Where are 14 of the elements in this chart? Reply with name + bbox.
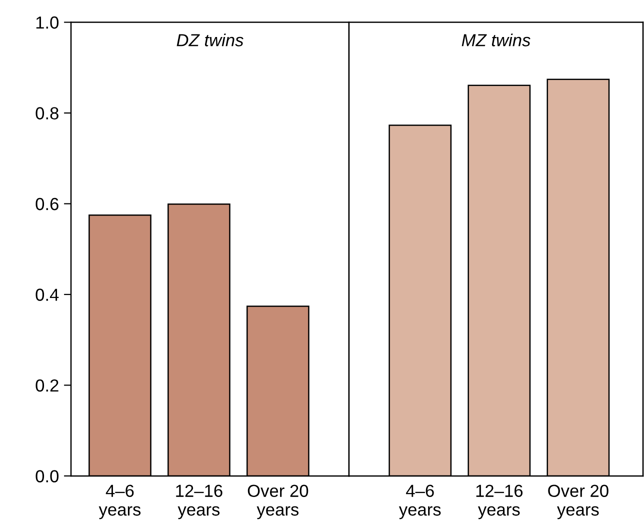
- y-tick-label: 0.8: [36, 107, 58, 120]
- text: MZ twins: [462, 34, 530, 46]
- x-tick-label: Over 20 years: [548, 484, 608, 520]
- y-tick-label: 0.0: [36, 470, 59, 482]
- x-tick-label: 12–16 years: [476, 484, 523, 520]
- y-tick-label: 0.4: [36, 288, 59, 301]
- y-tick-label: 0.2: [36, 379, 58, 392]
- x-tick-label: 4–6 years: [398, 484, 441, 520]
- x-tick-label: Over 20 years: [248, 484, 308, 520]
- x-tick-label: 12–16 years: [176, 484, 222, 520]
- y-tick-label: 1.0: [36, 16, 59, 29]
- y-tick-label: 0.6: [36, 198, 58, 210]
- x-tick-label: 4–6 years: [98, 484, 141, 520]
- text: DZ twins: [176, 34, 244, 46]
